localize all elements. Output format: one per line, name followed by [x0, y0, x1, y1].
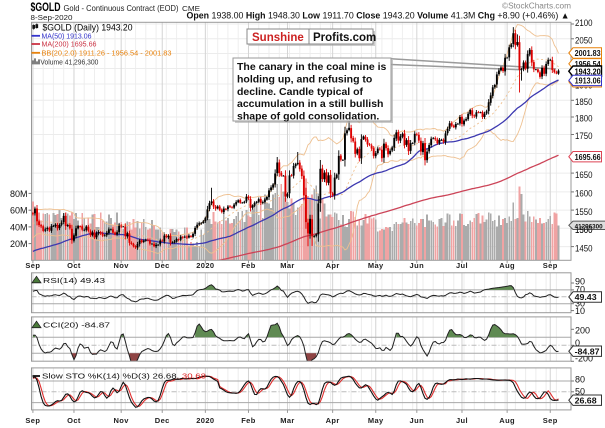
svg-text:Volume 41,296,300: Volume 41,296,300 [40, 57, 98, 66]
svg-text:Apr: Apr [326, 416, 340, 425]
svg-text:Sep: Sep [543, 416, 558, 425]
svg-text:Dec: Dec [155, 416, 170, 425]
svg-text:1956.54: 1956.54 [575, 59, 601, 69]
svg-text:$GOLD (Daily) 1943.20: $GOLD (Daily) 1943.20 [43, 22, 133, 32]
svg-text:41296300: 41296300 [575, 224, 603, 231]
svg-text:MA(200) 1695.66: MA(200) 1695.66 [42, 40, 97, 49]
svg-text:200: 200 [575, 326, 590, 336]
svg-text:The canary in the coal mine is: The canary in the coal mine is [237, 61, 387, 73]
svg-text:holding up, and refusing to: holding up, and refusing to [237, 73, 372, 85]
svg-text:Mar: Mar [280, 261, 295, 270]
svg-text:Jul: Jul [456, 416, 468, 425]
svg-text:Apr: Apr [326, 261, 340, 270]
svg-text:1913.06: 1913.06 [575, 76, 601, 86]
svg-text:$GOLD: $GOLD [31, 2, 61, 14]
svg-text:8-Sep-2020: 8-Sep-2020 [31, 13, 73, 22]
svg-text:Jun: Jun [410, 416, 425, 425]
svg-text:1695.66: 1695.66 [575, 152, 601, 162]
svg-text:May: May [368, 261, 384, 270]
svg-text:1750: 1750 [575, 131, 593, 141]
svg-text:1550: 1550 [575, 207, 593, 217]
svg-text:Gold - Continuous Contract (EO: Gold - Continuous Contract (EOD) [64, 3, 179, 13]
svg-text:RSI(14) 49.43: RSI(14) 49.43 [43, 276, 105, 285]
svg-text:Oct: Oct [67, 416, 81, 425]
svg-text:Feb: Feb [241, 416, 256, 425]
svg-text:Feb: Feb [241, 261, 256, 270]
svg-text:1500: 1500 [575, 225, 593, 235]
svg-text:1650: 1650 [575, 170, 593, 180]
svg-text:1850: 1850 [575, 97, 593, 107]
svg-text:2020: 2020 [196, 261, 214, 270]
svg-text:Nov: Nov [113, 261, 129, 270]
svg-text:2050: 2050 [575, 36, 593, 46]
svg-text:50: 50 [575, 386, 585, 396]
svg-text:May: May [368, 416, 384, 425]
svg-text:Jul: Jul [456, 261, 468, 270]
svg-text:Aug: Aug [499, 416, 515, 425]
svg-text:10: 10 [575, 306, 585, 316]
svg-text:MA(50) 1913.06: MA(50) 1913.06 [42, 31, 92, 40]
svg-text:Slow STO %K(14) %D(3) 26.68, 3: Slow STO %K(14) %D(3) 26.68, 30.68 [42, 372, 206, 381]
svg-text:2100: 2100 [575, 18, 593, 28]
svg-text:1600: 1600 [575, 189, 593, 199]
svg-text:BB(20,2.0) 1911.26 - 1956.54 -: BB(20,2.0) 1911.26 - 1956.54 - 2001.83 [42, 49, 172, 58]
svg-text:20M: 20M [10, 239, 28, 249]
svg-text:decline. Candle typical of: decline. Candle typical of [237, 86, 364, 98]
svg-text:-200: -200 [575, 353, 593, 363]
svg-text:40M: 40M [10, 222, 28, 232]
svg-text:Nov: Nov [113, 416, 129, 425]
svg-text:Mar: Mar [280, 416, 295, 425]
svg-text:Sep: Sep [25, 416, 40, 425]
svg-text:Oct: Oct [67, 261, 81, 270]
svg-text:Profits.com: Profits.com [313, 32, 376, 44]
svg-text:1943.20: 1943.20 [575, 66, 601, 76]
svg-text:80M: 80M [10, 189, 28, 199]
svg-text:0: 0 [575, 338, 580, 348]
svg-text:1450: 1450 [575, 243, 593, 253]
svg-text:Jun: Jun [410, 261, 425, 270]
svg-text:30: 30 [575, 299, 585, 309]
svg-text:accumulation in a still bullis: accumulation in a still bullish [237, 98, 383, 110]
svg-text:Dec: Dec [155, 261, 170, 270]
svg-text:Sep: Sep [543, 261, 558, 270]
svg-text:70: 70 [575, 285, 585, 295]
svg-text:26.68: 26.68 [575, 395, 597, 405]
svg-text:2001.83: 2001.83 [575, 48, 601, 58]
svg-text:2020: 2020 [196, 416, 214, 425]
svg-text:-84.87: -84.87 [575, 346, 600, 356]
svg-text:90: 90 [575, 277, 585, 287]
svg-text:Sep: Sep [25, 261, 40, 270]
svg-text:Aug: Aug [499, 261, 515, 270]
svg-text:shape of gold consolidation.: shape of gold consolidation. [237, 111, 379, 123]
svg-text:1800: 1800 [575, 114, 593, 124]
svg-text:60M: 60M [10, 206, 28, 216]
svg-text:Open 1938.00 High 1948.30 Low: Open 1938.00 High 1948.30 Low 1911.70 Cl… [187, 11, 570, 21]
svg-text:49.43: 49.43 [575, 292, 597, 302]
svg-text:©StockCharts.com: ©StockCharts.com [502, 2, 571, 11]
svg-text:80: 80 [575, 375, 585, 385]
svg-text:CCI(20) -84.87: CCI(20) -84.87 [43, 321, 110, 330]
svg-text:Sunshine: Sunshine [252, 32, 304, 44]
svg-text:CME: CME [182, 6, 200, 13]
